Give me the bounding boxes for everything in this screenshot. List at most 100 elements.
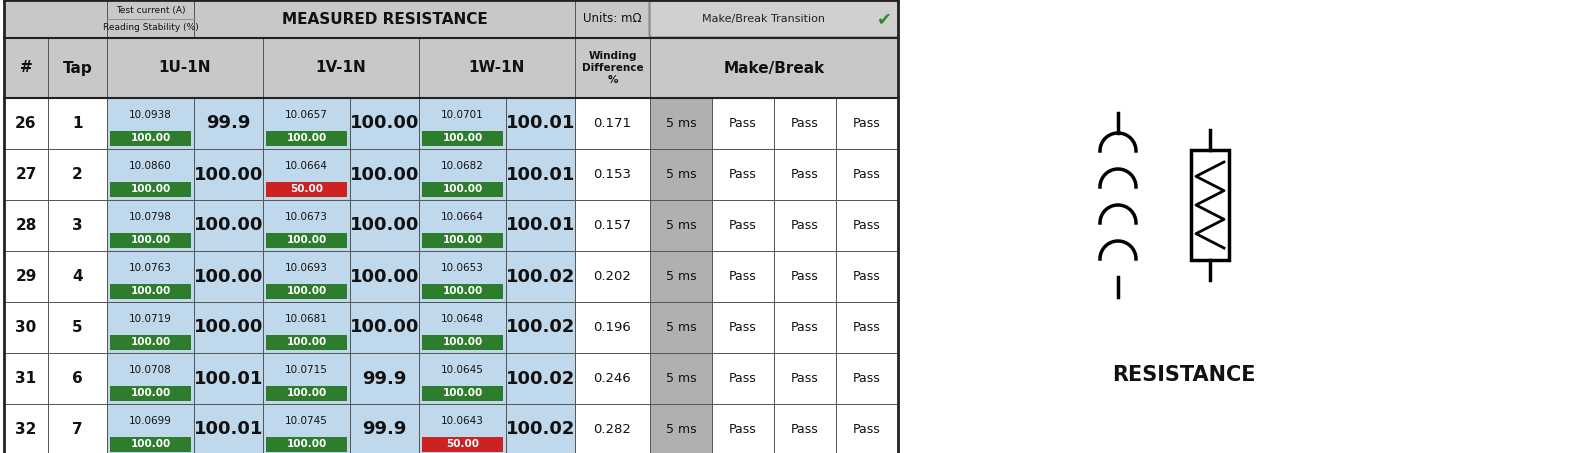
Text: 10.0681: 10.0681 [286,314,328,324]
Bar [194,404,264,453]
Bar [264,251,351,302]
Text: 10.0673: 10.0673 [286,212,328,222]
Bar [265,386,347,401]
Bar [351,404,418,453]
Bar [5,200,47,251]
Bar [111,335,191,350]
Text: Pass: Pass [791,117,820,130]
Bar [575,251,651,302]
Text: 5 ms: 5 ms [666,321,696,334]
Bar [835,149,898,200]
Text: Reading Stability (%): Reading Stability (%) [103,23,199,32]
Text: 5 ms: 5 ms [666,423,696,436]
Bar [505,251,575,302]
Bar [47,149,107,200]
Text: Pass: Pass [853,372,881,385]
Text: 100.00: 100.00 [442,133,483,143]
Text: 1W-1N: 1W-1N [469,61,526,76]
Bar [107,302,194,353]
Text: 100.02: 100.02 [505,420,575,439]
Text: Pass: Pass [853,117,881,130]
Bar [422,233,504,248]
Text: 6: 6 [73,371,82,386]
Bar [264,38,418,98]
Bar [712,149,774,200]
Text: 28: 28 [16,218,36,233]
Bar [505,98,575,149]
Text: 100.00: 100.00 [442,236,483,246]
Bar [194,251,264,302]
Bar [422,131,504,146]
Bar [111,182,191,197]
Text: MEASURED RESISTANCE: MEASURED RESISTANCE [281,11,488,26]
Text: 100.00: 100.00 [131,388,171,398]
Bar [835,251,898,302]
Bar [351,98,418,149]
Bar [265,182,347,197]
Text: 10.0860: 10.0860 [129,161,172,171]
Bar [505,404,575,453]
Bar [418,200,505,251]
Bar [505,302,575,353]
Text: 10.0657: 10.0657 [286,110,328,120]
Bar [712,302,774,353]
Bar [505,149,575,200]
Bar [5,0,107,38]
Bar [774,353,835,404]
Bar [418,251,505,302]
Bar [47,98,107,149]
Text: 100.00: 100.00 [351,318,418,337]
Bar [194,149,264,200]
Bar [265,284,347,299]
Text: 100.00: 100.00 [131,439,171,449]
Text: 0.196: 0.196 [594,321,632,334]
Bar [418,353,505,404]
Bar [774,98,835,149]
Bar [47,404,107,453]
Bar [712,353,774,404]
Text: RESISTANCE: RESISTANCE [1112,365,1255,385]
Bar [111,437,191,452]
Bar [5,251,47,302]
Bar [47,251,107,302]
Text: Pass: Pass [791,423,820,436]
Text: 10.0938: 10.0938 [129,110,172,120]
Bar [264,98,351,149]
Bar [1191,150,1228,260]
Text: 10.0708: 10.0708 [129,365,172,375]
Bar [5,98,47,149]
Text: 0.153: 0.153 [594,168,632,181]
Text: 0.282: 0.282 [594,423,632,436]
Bar [5,404,47,453]
Bar [651,149,712,200]
Text: 99.9: 99.9 [362,370,407,387]
Bar [835,200,898,251]
Text: 5 ms: 5 ms [666,270,696,283]
Text: 100.00: 100.00 [194,165,264,183]
Text: 100.00: 100.00 [442,184,483,194]
Bar [774,302,835,353]
Text: 5 ms: 5 ms [666,219,696,232]
Bar [264,149,351,200]
Text: Pass: Pass [729,168,756,181]
Bar [575,200,651,251]
Text: 10.0645: 10.0645 [441,365,483,375]
Text: 10.0763: 10.0763 [129,263,172,273]
Bar [265,335,347,350]
Text: 100.00: 100.00 [286,439,327,449]
Text: 26: 26 [16,116,36,131]
Text: 100.00: 100.00 [286,286,327,296]
Bar [265,437,347,452]
Text: 100.00: 100.00 [194,268,264,285]
Bar [575,353,651,404]
Text: 10.0693: 10.0693 [286,263,328,273]
Bar [575,149,651,200]
Bar [422,284,504,299]
Text: Pass: Pass [729,219,756,232]
Bar [575,98,651,149]
Text: 10.0719: 10.0719 [129,314,172,324]
Bar [351,251,418,302]
Text: 100.02: 100.02 [505,318,575,337]
Text: Pass: Pass [791,270,820,283]
Text: 100.00: 100.00 [131,286,171,296]
